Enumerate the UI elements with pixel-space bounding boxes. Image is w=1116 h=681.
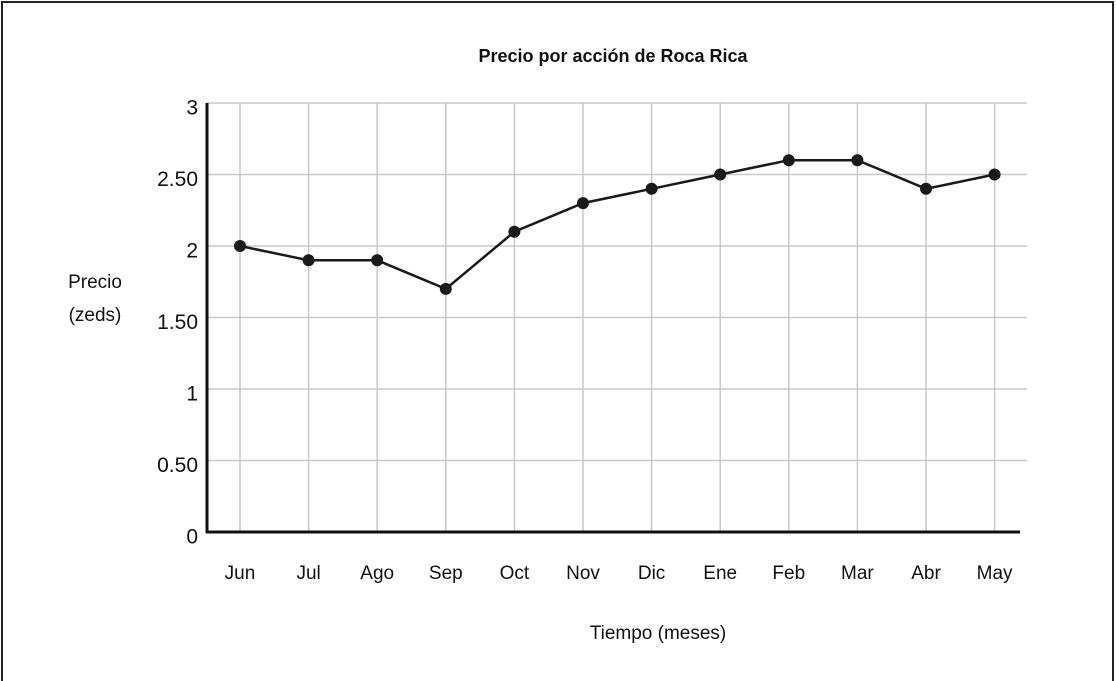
- x-tick-label: Feb: [772, 563, 805, 584]
- line: [239, 158, 995, 291]
- y-tick-label: 1.50: [157, 311, 198, 334]
- point: [782, 154, 795, 167]
- chart-title: Precio por acción de Roca Rica: [478, 46, 748, 66]
- point: [371, 254, 384, 267]
- y-tick-label: 2: [186, 240, 198, 263]
- y-tick-label: 0: [186, 526, 198, 549]
- x-tick-label: Jun: [225, 563, 256, 584]
- y-tick-label: 3: [186, 97, 198, 120]
- x-tick-label: Sep: [429, 563, 463, 584]
- x-axis-label: Tiempo (meses): [590, 623, 727, 644]
- x-tick-label: Nov: [566, 563, 600, 584]
- y-tick-label: 2.50: [157, 168, 198, 191]
- x-tick-label: Dic: [638, 563, 665, 584]
- point: [851, 154, 864, 167]
- y-axis-label: (zeds): [69, 305, 122, 326]
- point: [714, 168, 727, 181]
- x-tick-label: Abr: [911, 563, 941, 584]
- y-tick-label: 0.50: [157, 454, 198, 477]
- x-tick-label: Jul: [296, 563, 320, 584]
- x-tick-label: Ago: [360, 563, 394, 584]
- x-tick-label: Ene: [703, 563, 737, 584]
- point: [302, 254, 315, 267]
- point: [645, 182, 658, 195]
- point: [439, 282, 452, 295]
- x-tick-label: Mar: [841, 563, 874, 584]
- point: [234, 240, 246, 252]
- point: [920, 182, 932, 195]
- point: [508, 225, 521, 238]
- y-axis-label: Precio: [68, 272, 122, 293]
- point: [577, 197, 589, 210]
- y-tick-label: 1: [186, 383, 198, 406]
- point: [988, 168, 1001, 181]
- x-tick-label: May: [977, 563, 1013, 584]
- x-tick-label: Oct: [500, 563, 530, 584]
